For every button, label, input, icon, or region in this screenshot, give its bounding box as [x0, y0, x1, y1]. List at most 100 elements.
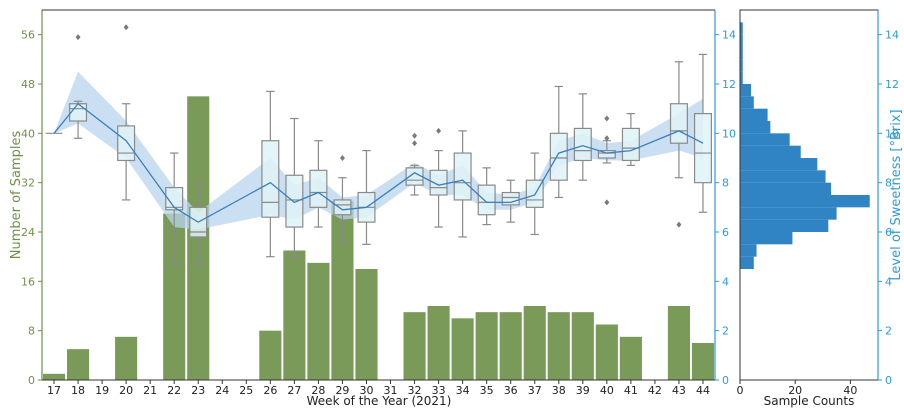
sample-count-bar — [619, 336, 642, 380]
histogram-bar — [740, 207, 837, 220]
box-outlier-point — [676, 221, 682, 228]
sample-count-bar — [523, 306, 546, 380]
box-iqr — [309, 169, 328, 208]
sample-count-bar — [571, 312, 594, 380]
sample-count-bar — [427, 306, 450, 380]
sample-count-bar — [307, 262, 330, 380]
histogram-bar — [740, 256, 754, 269]
histogram-bar — [740, 232, 793, 245]
sample-count-bar — [451, 318, 474, 380]
box-outlier-point — [412, 140, 418, 147]
box-iqr — [69, 103, 88, 122]
box-iqr — [285, 174, 304, 228]
sample-count-bar — [355, 269, 378, 380]
box-iqr — [621, 127, 640, 162]
box-iqr — [165, 187, 184, 211]
histogram-x-tick-label: 20 — [788, 384, 802, 397]
histogram-bar — [740, 219, 829, 232]
x-tick-label: 34 — [456, 384, 470, 397]
x-tick-label: 18 — [71, 384, 85, 397]
sample-count-bar — [547, 312, 570, 380]
histogram-bar — [740, 47, 743, 60]
box-iqr — [597, 150, 616, 159]
sample-count-bar — [42, 373, 66, 380]
right-tick-label: 6 — [722, 226, 729, 239]
x-tick-label: 21 — [143, 384, 157, 397]
right-tick-label: 4 — [722, 275, 729, 288]
x-tick-label: 23 — [191, 384, 205, 397]
box-iqr — [477, 184, 496, 216]
right-tick-label: 0 — [722, 374, 729, 387]
histogram-bar — [740, 182, 832, 195]
histogram-bar — [740, 108, 768, 121]
right-tick-label: 8 — [722, 177, 729, 190]
x-tick-label: 27 — [287, 384, 301, 397]
histogram-bar — [740, 195, 870, 208]
box-iqr — [573, 127, 592, 162]
box-iqr — [693, 112, 712, 184]
left-tick-label: 24 — [21, 226, 35, 239]
x-tick-label: 24 — [215, 384, 229, 397]
histogram-x-tick-label: 40 — [843, 384, 857, 397]
sample-count-bar — [691, 343, 715, 380]
box-iqr — [669, 103, 688, 144]
sample-count-bar — [475, 312, 498, 380]
x-tick-label: 31 — [384, 384, 398, 397]
box-iqr — [261, 140, 280, 218]
x-tick-label: 38 — [552, 384, 566, 397]
x-tick-label: 25 — [239, 384, 253, 397]
histogram-x-axis-label: Sample Counts — [764, 394, 855, 408]
x-tick-label: 42 — [648, 384, 662, 397]
sample-count-bar — [331, 201, 354, 380]
x-tick-label: 44 — [696, 384, 710, 397]
x-tick-label: 41 — [624, 384, 638, 397]
box-iqr — [117, 125, 136, 162]
right-tick-label: 10 — [722, 127, 736, 140]
sample-count-bar — [283, 250, 306, 380]
box-outlier-point — [436, 127, 442, 134]
histogram-bar — [740, 133, 790, 146]
histogram-y-tick-label: 6 — [885, 226, 892, 239]
box-outlier-point — [604, 115, 610, 122]
x-tick-label: 37 — [528, 384, 542, 397]
sample-count-bar — [403, 312, 426, 380]
left-y-axis-label: Number of Samples — [9, 131, 24, 260]
x-tick-label: 20 — [119, 384, 133, 397]
x-tick-label: 22 — [167, 384, 181, 397]
histogram-bar — [740, 71, 743, 84]
histogram-bar — [740, 158, 818, 171]
left-tick-label: 48 — [21, 78, 35, 91]
right-y-axis-label: Level of Sweetness [°Brix] — [889, 109, 904, 280]
histogram-chart: 0 2 4 6 8 10 12 14 0 20 40 — [737, 9, 899, 397]
histogram-bar — [740, 34, 743, 47]
x-tick-label: 36 — [504, 384, 518, 397]
left-tick-label: 16 — [21, 275, 35, 288]
mean-sweetness-line — [53, 102, 704, 223]
histogram-y-tick-label: 4 — [885, 275, 892, 288]
histogram-y-tick-label: 12 — [885, 78, 899, 91]
x-tick-label: 35 — [480, 384, 494, 397]
box-iqr — [549, 132, 568, 181]
box-outlier-point — [604, 199, 610, 206]
histogram-bar — [740, 121, 771, 134]
histogram-bar — [740, 145, 801, 158]
box-iqr — [429, 169, 448, 196]
box-iqr — [453, 152, 472, 201]
histogram-bar — [740, 244, 757, 257]
box-outlier-point — [75, 34, 81, 41]
x-tick-label: 43 — [672, 384, 686, 397]
box-outlier-point — [412, 132, 418, 139]
x-tick-label: 32 — [408, 384, 422, 397]
left-tick-label: 40 — [21, 127, 35, 140]
histogram-y-tick-label: 10 — [885, 127, 899, 140]
histogram-y-tick-label: 0 — [885, 374, 892, 387]
x-tick-label: 19 — [95, 384, 109, 397]
sample-count-bar — [66, 349, 90, 380]
left-tick-label: 8 — [28, 325, 35, 338]
x-tick-label: 39 — [576, 384, 590, 397]
x-axis-label: Week of the Year (2021) — [307, 394, 452, 408]
box-outlier-point — [604, 135, 610, 142]
histogram-bar — [740, 22, 743, 35]
sample-count-bar — [499, 312, 522, 380]
